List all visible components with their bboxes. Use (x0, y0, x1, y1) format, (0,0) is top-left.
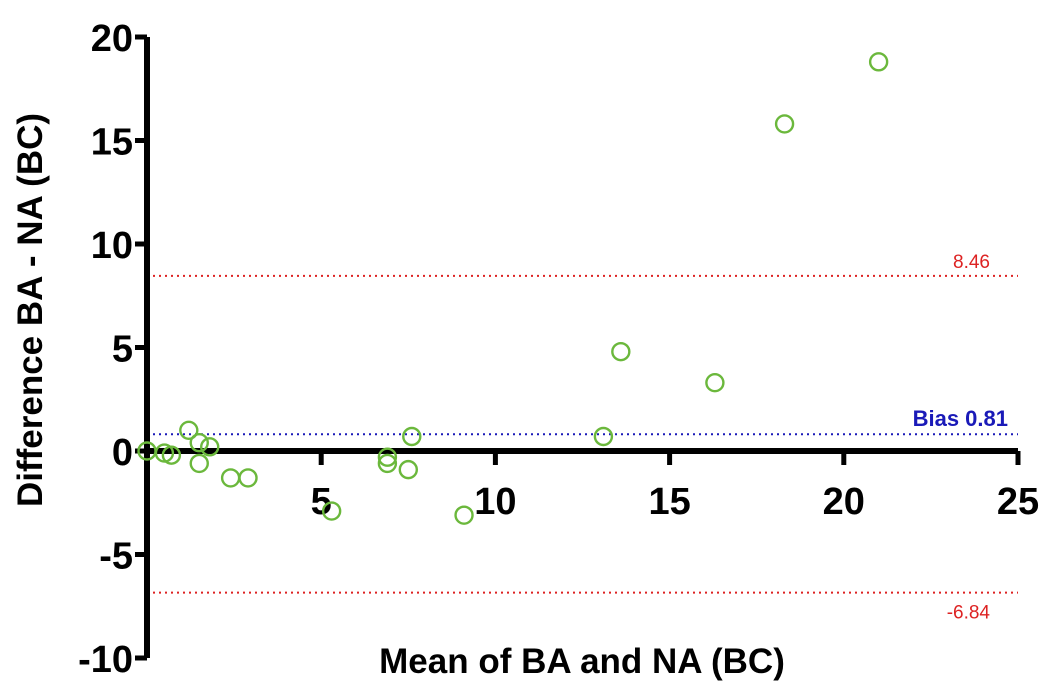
y-tick-label: -10 (78, 639, 133, 681)
x-tick-label: 20 (823, 481, 865, 523)
y-tick-label: -5 (99, 536, 133, 578)
data-point (189, 433, 209, 453)
reference-line-label-0: 8.46 (953, 252, 990, 273)
data-point (179, 420, 199, 440)
data-point (321, 501, 342, 521)
y-tick-label: 0 (112, 432, 133, 474)
x-axis-ticks: 5 10 15 20 25 (311, 451, 1039, 523)
x-axis-label: Mean of BA and NA (BC) (379, 642, 785, 681)
x-tick-label: 5 (311, 481, 332, 523)
data-points (137, 52, 889, 525)
y-tick-label: 15 (91, 122, 133, 164)
data-point (868, 52, 889, 72)
data-point (611, 341, 631, 362)
y-tick-label: 10 (91, 225, 133, 267)
reference-line-label-2: -6.84 (947, 603, 991, 624)
data-point (593, 426, 614, 447)
data-point (161, 445, 182, 465)
y-tick-label: 20 (91, 18, 133, 60)
x-tick-label: 25 (997, 481, 1039, 523)
data-point (705, 372, 725, 393)
y-axis-ticks: -10 -5 0 5 10 15 20 (78, 18, 147, 681)
reference-line-label-1: Bias 0.81 (913, 406, 1008, 431)
data-point (238, 468, 258, 488)
x-tick-label: 10 (474, 481, 516, 523)
data-point (377, 447, 398, 467)
data-point (220, 468, 241, 488)
y-axis-label: Difference BA - NA (BC) (11, 113, 50, 507)
reference-lines: 8.46 Bias 0.81 -6.84 (147, 252, 1018, 624)
axes (144, 37, 1018, 658)
data-point (774, 114, 795, 134)
data-point (200, 437, 220, 457)
data-point (377, 453, 398, 474)
data-point (398, 459, 418, 480)
data-point (189, 453, 209, 474)
data-point (402, 426, 422, 447)
x-tick-label: 15 (648, 481, 690, 523)
data-point (454, 505, 474, 525)
y-tick-label: 5 (112, 329, 133, 371)
